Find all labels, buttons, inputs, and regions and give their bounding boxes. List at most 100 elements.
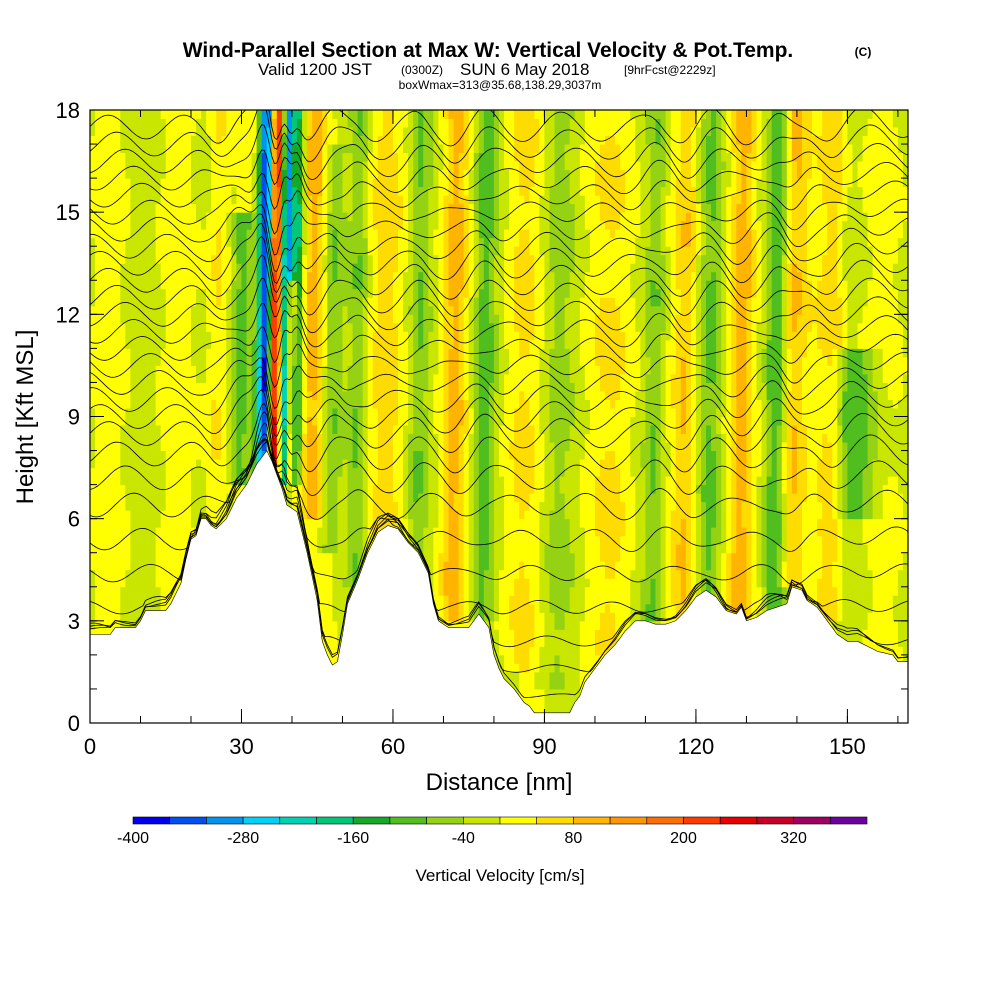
velocity-cell	[377, 118, 384, 128]
velocity-cell	[196, 425, 202, 435]
velocity-cell	[120, 365, 126, 375]
velocity-cell	[347, 152, 354, 162]
velocity-cell	[90, 365, 96, 375]
velocity-cell	[120, 254, 126, 264]
velocity-cell	[130, 254, 136, 264]
velocity-cell	[342, 297, 349, 307]
velocity-cell	[332, 484, 338, 494]
velocity-cell	[322, 561, 328, 571]
velocity-cell	[352, 263, 359, 273]
velocity-cell	[196, 195, 202, 205]
velocity-cell	[291, 110, 298, 120]
velocity-cell	[160, 467, 167, 477]
velocity-cell	[190, 399, 197, 409]
velocity-cell	[377, 220, 384, 230]
velocity-cell	[100, 339, 106, 349]
velocity-cell	[302, 127, 308, 137]
velocity-cell	[155, 246, 162, 256]
velocity-cell	[291, 365, 298, 375]
velocity-cell	[105, 467, 111, 477]
velocity-cell	[362, 118, 369, 128]
velocity-cell	[150, 263, 157, 273]
velocity-cell	[231, 135, 237, 145]
velocity-cell	[135, 612, 141, 622]
velocity-cell	[342, 322, 349, 332]
velocity-cell	[297, 407, 303, 417]
velocity-cell	[403, 220, 409, 230]
velocity-cell	[302, 501, 308, 511]
velocity-cell	[241, 314, 248, 324]
velocity-cell	[367, 450, 374, 460]
velocity-cell	[100, 586, 106, 596]
velocity-cell	[216, 459, 222, 469]
velocity-cell	[281, 263, 288, 273]
velocity-cell	[201, 203, 207, 213]
velocity-cell	[413, 314, 419, 324]
velocity-cell	[130, 561, 136, 571]
velocity-cell	[120, 356, 126, 366]
velocity-cell	[145, 595, 152, 605]
velocity-cell	[423, 220, 429, 230]
velocity-cell	[403, 186, 409, 196]
velocity-cell	[377, 144, 384, 154]
velocity-cell	[403, 127, 409, 137]
velocity-cell	[418, 552, 424, 562]
velocity-cell	[266, 127, 273, 137]
velocity-cell	[95, 629, 101, 639]
velocity-cell	[175, 288, 182, 298]
velocity-cell	[276, 305, 283, 315]
velocity-cell	[387, 348, 394, 358]
velocity-cell	[155, 527, 162, 537]
velocity-cell	[145, 569, 152, 579]
velocity-cell	[261, 373, 268, 383]
velocity-cell	[120, 407, 126, 417]
velocity-cell	[291, 433, 298, 443]
velocity-cell	[185, 271, 192, 281]
velocity-cell	[221, 450, 227, 460]
velocity-cell	[307, 314, 313, 324]
velocity-cell	[206, 459, 212, 469]
velocity-cell	[372, 348, 379, 358]
velocity-cell	[206, 212, 212, 222]
velocity-cell	[352, 476, 359, 486]
velocity-cell	[226, 450, 232, 460]
velocity-cell	[160, 280, 167, 290]
velocity-cell	[271, 331, 278, 341]
velocity-cell	[110, 476, 116, 486]
velocity-cell	[387, 305, 394, 315]
velocity-cell	[140, 339, 147, 349]
velocity-cell	[206, 510, 212, 520]
velocity-cell	[105, 476, 111, 486]
velocity-cell	[226, 442, 232, 452]
velocity-cell	[352, 322, 359, 332]
velocity-cell	[110, 527, 116, 537]
velocity-cell	[180, 152, 187, 162]
velocity-cell	[140, 331, 147, 341]
velocity-cell	[90, 203, 96, 213]
velocity-cell	[105, 280, 111, 290]
velocity-cell	[413, 135, 419, 145]
velocity-cell	[120, 484, 126, 494]
velocity-cell	[271, 416, 278, 426]
velocity-cell	[95, 203, 101, 213]
velocity-cell	[327, 433, 333, 443]
velocity-cell	[382, 246, 389, 256]
velocity-cell	[281, 450, 288, 460]
velocity-cell	[120, 161, 126, 171]
velocity-cell	[185, 305, 192, 315]
velocity-cell	[135, 152, 141, 162]
velocity-cell	[352, 305, 359, 315]
velocity-cell	[312, 339, 318, 349]
velocity-cell	[115, 144, 121, 154]
velocity-cell	[382, 110, 389, 120]
velocity-cell	[286, 271, 293, 281]
velocity-cell	[236, 280, 242, 290]
velocity-cell	[231, 110, 237, 120]
velocity-cell	[372, 161, 379, 171]
velocity-cell	[347, 510, 354, 520]
velocity-cell	[291, 135, 298, 145]
velocity-cell	[382, 390, 389, 400]
velocity-cell	[312, 288, 318, 298]
velocity-cell	[403, 450, 409, 460]
velocity-cell	[236, 365, 242, 375]
